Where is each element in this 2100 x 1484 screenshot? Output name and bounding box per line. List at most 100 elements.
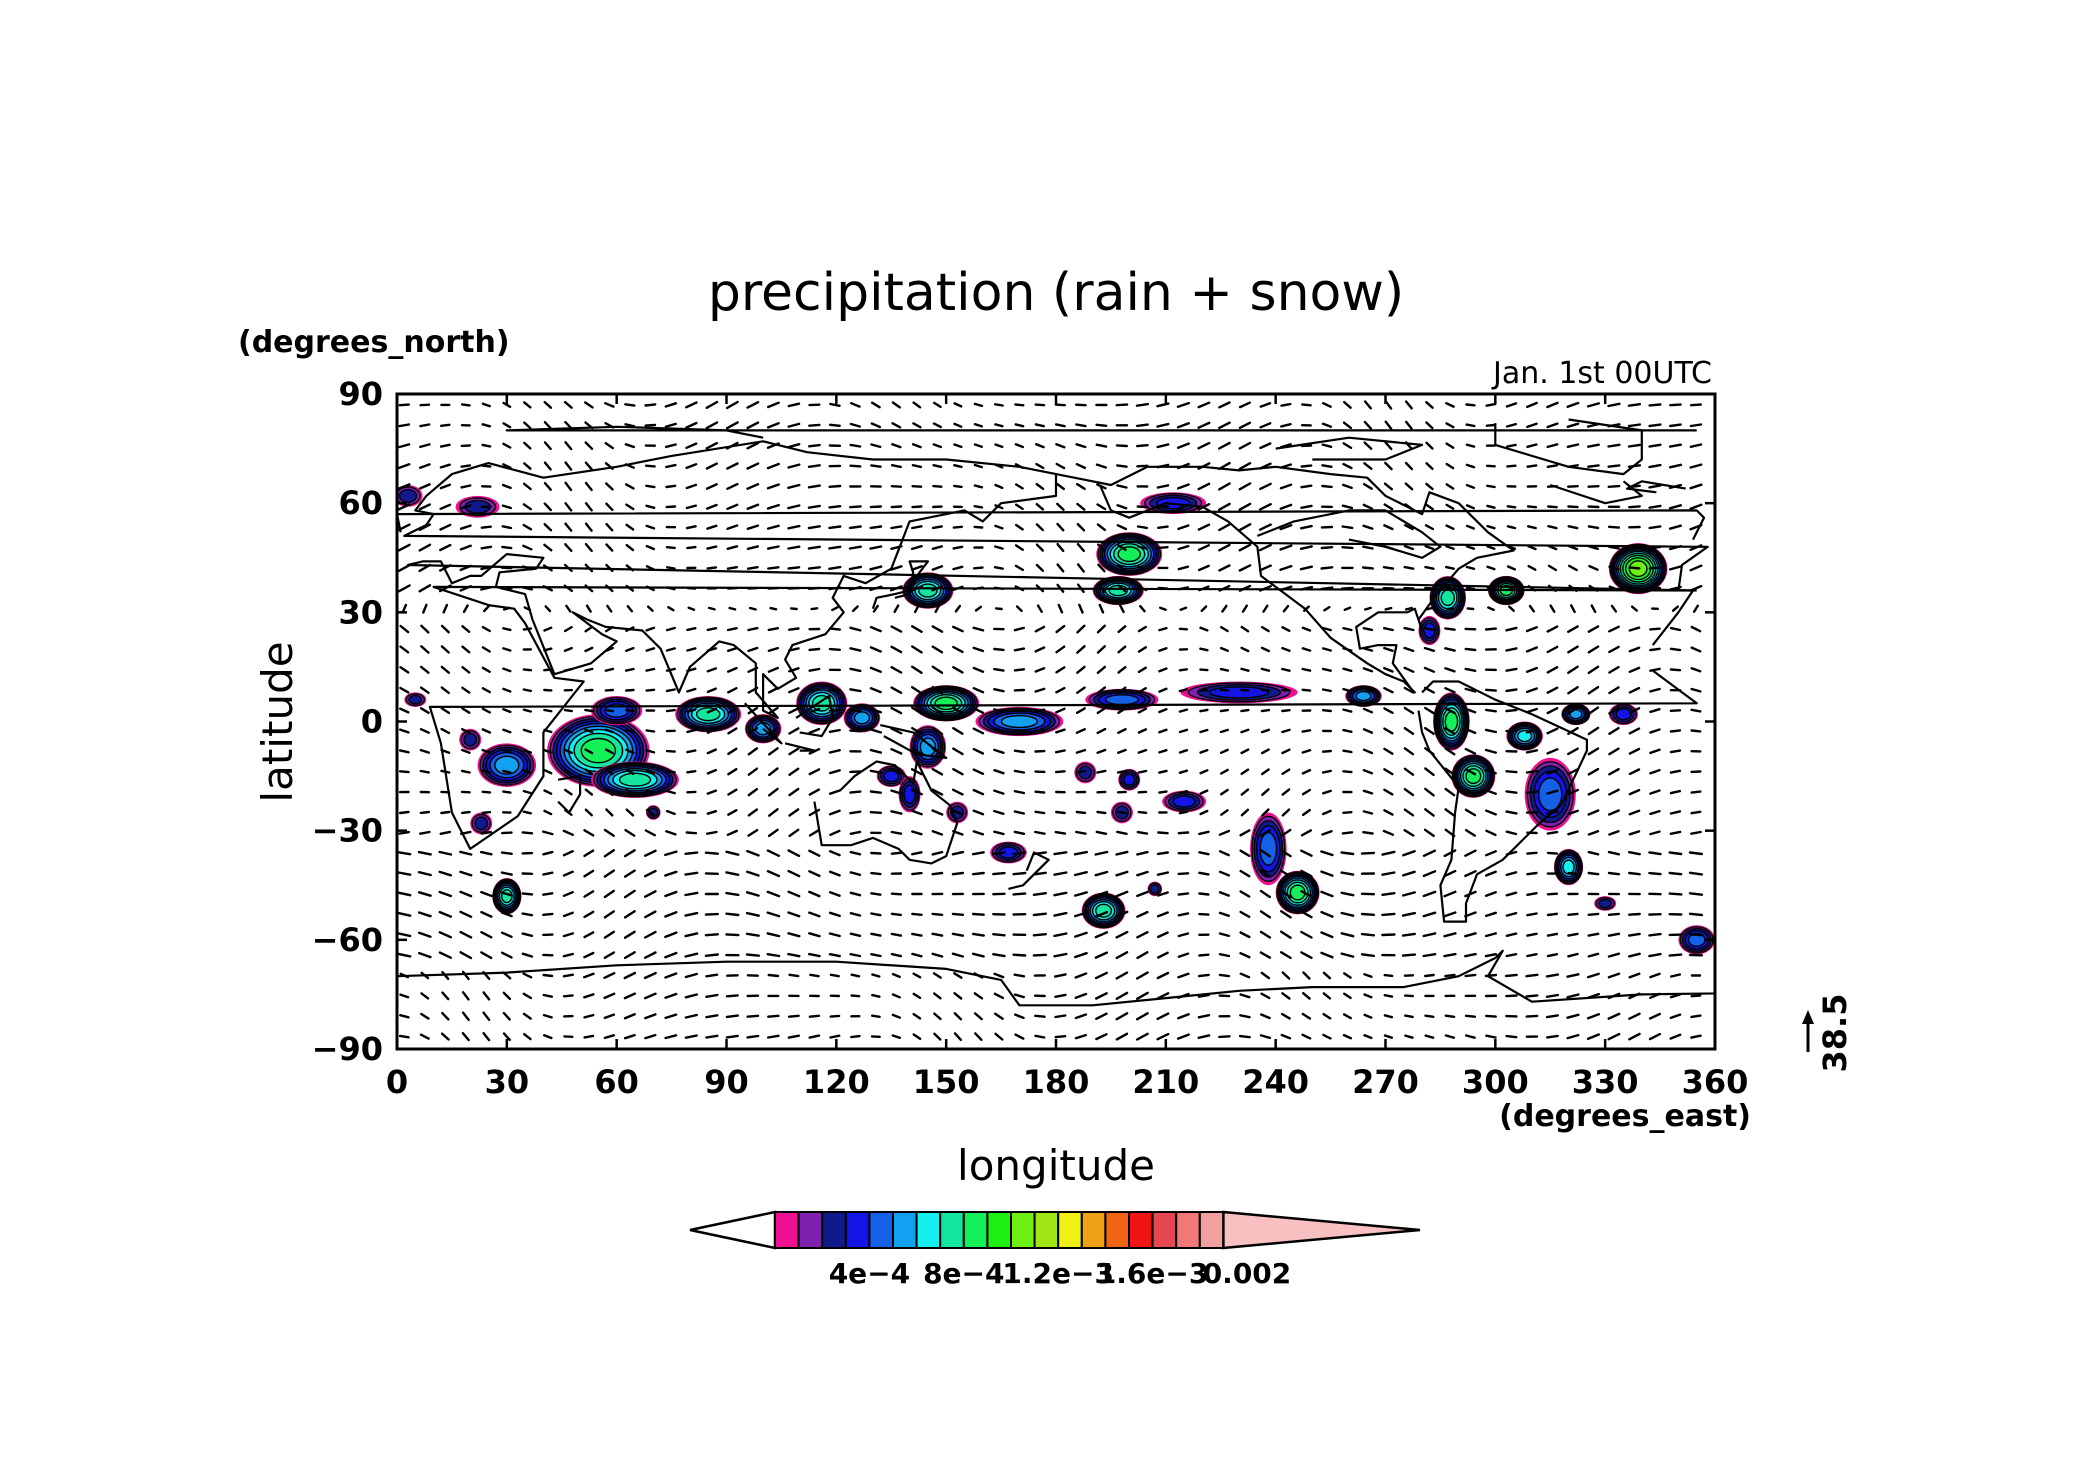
- wind-vector: [1567, 505, 1579, 509]
- wind-vector: [1115, 464, 1128, 468]
- wind-vector: [1322, 971, 1332, 980]
- wind-vector: [1403, 626, 1415, 632]
- wind-vector: [1199, 728, 1209, 734]
- wind-vector: [604, 402, 615, 408]
- wind-vector: [1321, 688, 1332, 693]
- wind-vector: [1485, 423, 1497, 427]
- wind-vector: [1546, 505, 1558, 509]
- wind-vector: [808, 768, 821, 776]
- wind-vector: [1484, 748, 1498, 754]
- wind-vector: [1689, 564, 1703, 572]
- wind-vector: [706, 647, 718, 652]
- wind-vector: [1198, 830, 1210, 836]
- wind-vector: [1689, 463, 1703, 469]
- wind-vector: [1444, 767, 1456, 776]
- wind-vector: [664, 443, 677, 449]
- wind-vector: [1258, 503, 1272, 511]
- wind-vector: [1258, 564, 1272, 572]
- wind-vector: [1117, 645, 1127, 654]
- wind-vector: [1527, 564, 1537, 571]
- wind-vector: [1240, 808, 1250, 817]
- wind-vector: [1444, 647, 1456, 652]
- wind-vector: [501, 504, 512, 510]
- wind-vector: [1034, 1014, 1046, 1018]
- wind-vector: [1055, 624, 1066, 634]
- wind-vector: [788, 727, 800, 735]
- wind-vector: [1219, 646, 1230, 652]
- wind-vector: [461, 625, 471, 633]
- wind-vector: [584, 563, 594, 573]
- precip-region: [459, 728, 482, 751]
- wind-vector: [604, 728, 614, 734]
- wind-vector: [664, 402, 678, 408]
- wind-vector: [542, 1013, 553, 1019]
- wind-vector: [1526, 912, 1538, 917]
- wind-vector: [417, 871, 432, 877]
- wind-vector: [767, 1014, 780, 1018]
- wind-vector: [746, 524, 760, 530]
- wind-vector: [808, 808, 821, 817]
- wind-vector: [1075, 482, 1086, 490]
- coastline: [403, 440, 1709, 719]
- wind-vector: [583, 849, 595, 858]
- wind-vector: [1401, 932, 1417, 937]
- wind-vector: [480, 951, 493, 960]
- wind-vector: [1587, 726, 1600, 736]
- wind-vector: [1484, 728, 1498, 734]
- coastline: [795, 694, 834, 738]
- wind-vector: [1094, 971, 1108, 980]
- wind-vector: [1484, 688, 1498, 692]
- wind-vector: [1156, 484, 1170, 489]
- wind-vector: [1668, 892, 1683, 896]
- wind-vector: [1648, 932, 1662, 937]
- wind-vector: [1137, 625, 1148, 633]
- wind-vector: [625, 564, 635, 572]
- wind-vector: [1423, 666, 1436, 673]
- wind-vector: [1342, 811, 1353, 814]
- wind-vector: [1217, 461, 1231, 471]
- wind-vector: [1137, 565, 1148, 571]
- wind-vector: [1484, 870, 1497, 877]
- wind-vector: [1300, 504, 1313, 509]
- wind-vector: [828, 565, 842, 570]
- wind-vector: [993, 708, 1005, 713]
- x-tick-label: 90: [704, 1063, 749, 1101]
- wind-vector: [787, 890, 801, 898]
- wind-vector: [746, 849, 760, 857]
- wind-vector: [664, 422, 677, 428]
- wind-vector: [912, 401, 922, 409]
- wind-vector: [1627, 423, 1642, 428]
- wind-vector: [725, 850, 740, 856]
- wind-vector: [544, 605, 552, 613]
- wind-vector: [1404, 482, 1414, 491]
- wind-vector: [1176, 1033, 1190, 1040]
- wind-vector: [971, 952, 985, 958]
- colorbar-swatch: [1151, 1211, 1178, 1249]
- wind-vector: [583, 931, 595, 939]
- x-tick-label: 60: [594, 1063, 639, 1101]
- wind-vector: [1055, 482, 1066, 491]
- wind-vector: [1545, 973, 1560, 978]
- wind-vector: [1239, 972, 1251, 979]
- x-tick-label: 330: [1572, 1063, 1639, 1101]
- wind-vector: [564, 809, 573, 816]
- wind-vector: [1628, 830, 1641, 836]
- wind-vector: [1505, 626, 1518, 632]
- wind-vector: [563, 708, 573, 713]
- wind-vector: [399, 686, 410, 694]
- wind-vector: [664, 850, 678, 857]
- wind-vector: [1281, 992, 1291, 1000]
- wind-vector: [1219, 788, 1229, 796]
- wind-vector: [500, 871, 513, 876]
- wind-vector: [1241, 604, 1249, 613]
- wind-vector: [807, 464, 821, 468]
- wind-vector: [1034, 729, 1046, 733]
- wind-vector: [438, 890, 453, 898]
- wind-vector: [440, 645, 450, 654]
- wind-vector: [913, 604, 920, 614]
- wind-vector: [1689, 403, 1703, 407]
- precip-contour: [1104, 694, 1139, 706]
- wind-vector: [686, 728, 697, 734]
- wind-vector: [1320, 890, 1334, 898]
- wind-vector: [1013, 626, 1025, 632]
